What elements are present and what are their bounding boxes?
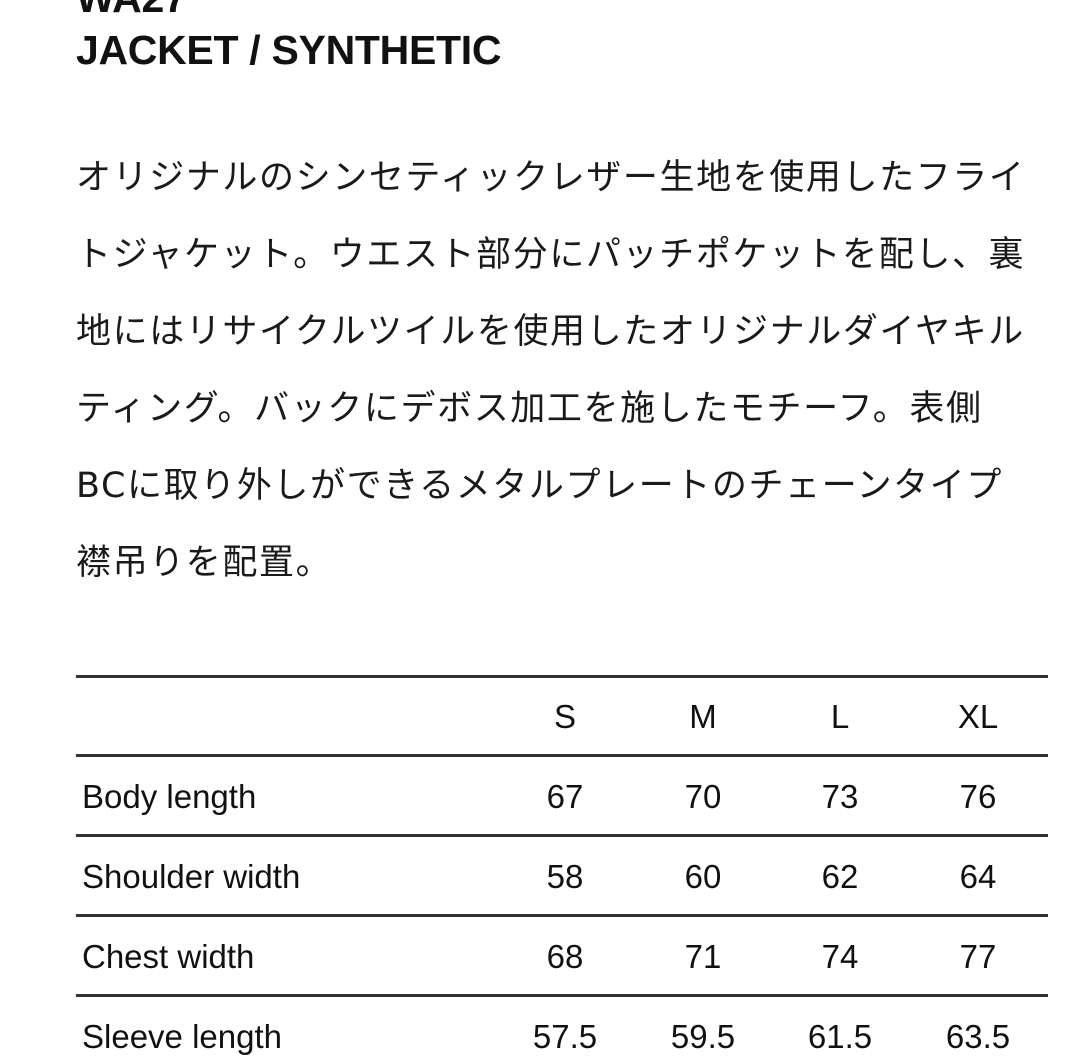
measurement-label: Body length	[82, 778, 257, 815]
measurement-value: 76	[959, 778, 997, 815]
table-divider	[76, 754, 1048, 757]
measurement-value: 70	[684, 778, 722, 815]
description-line: オリジナルのシンセティックレザー生地を使用したフライ	[76, 158, 1026, 198]
measurement-value: 67	[546, 778, 584, 815]
description-line: トジャケット。ウエスト部分にパッチポケットを配し、裏	[76, 235, 1026, 275]
table-divider	[76, 994, 1048, 997]
description-line: BCに取り外しができるメタルプレートのチェーンタイプ	[76, 466, 1003, 506]
table-divider	[76, 914, 1048, 917]
measurement-label: Shoulder width	[82, 858, 301, 895]
measurement-value: 73	[821, 778, 859, 815]
measurement-value: 62	[821, 858, 859, 895]
table-divider	[76, 834, 1048, 837]
size-header: L	[830, 698, 850, 735]
measurement-value: 57.5	[532, 1018, 598, 1055]
measurement-value: 60	[684, 858, 722, 895]
measurement-value: 59.5	[670, 1018, 736, 1055]
measurement-value: 74	[821, 938, 859, 975]
table-divider	[76, 675, 1048, 678]
measurement-value: 71	[684, 938, 722, 975]
size-header: M	[689, 698, 717, 735]
measurement-value: 77	[959, 938, 997, 975]
measurement-value: 58	[546, 858, 584, 895]
measurement-label: Chest width	[82, 938, 255, 975]
size-header: XL	[957, 698, 999, 735]
product-code: WA27	[76, 0, 187, 22]
measurement-value: 61.5	[807, 1018, 873, 1055]
description-line: 襟吊りを配置。	[76, 543, 333, 583]
description-line: 地にはリサイクルツイルを使用したオリジナルダイヤキル	[76, 312, 1025, 352]
description-line: ティング。バックにデボス加工を施したモチーフ。表側	[76, 389, 983, 429]
measurement-label: Sleeve length	[82, 1018, 282, 1055]
product-title: JACKET / SYNTHETIC	[76, 27, 502, 73]
measurement-value: 64	[959, 858, 997, 895]
size-header: S	[553, 698, 577, 735]
product-description: オリジナルのシンセティックレザー生地を使用したフライ トジャケット。ウエスト部分…	[76, 140, 1076, 602]
measurement-value: 63.5	[945, 1018, 1011, 1055]
measurement-value: 68	[546, 938, 584, 975]
